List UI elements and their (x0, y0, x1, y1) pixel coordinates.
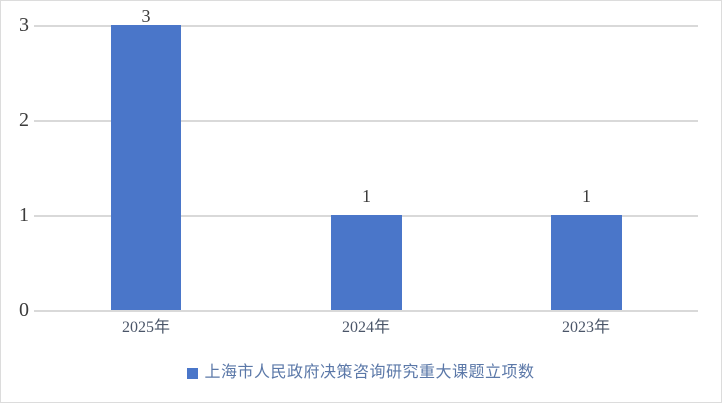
bar-value-2023: 1 (582, 186, 591, 206)
x-axis-label-2023: 2023年 (561, 319, 610, 336)
x-axis-label-2025: 2025年 (121, 319, 170, 336)
y-axis-label-3: 3 (19, 14, 29, 36)
gridline-0 (34, 310, 698, 312)
gridline-3 (34, 25, 698, 27)
bar-value-2025: 3 (141, 6, 151, 26)
bar-2024[interactable] (331, 215, 402, 310)
y-axis-label-2: 2 (19, 109, 29, 131)
bar-2025[interactable] (111, 25, 181, 310)
chart-legend: 上海市人民政府决策咨询研究重大课题立项数 (1, 363, 721, 383)
gridline-2 (34, 120, 698, 122)
x-axis-label-2024: 2024年 (341, 319, 390, 336)
plot-area (34, 25, 698, 312)
bar-value-2024: 1 (362, 186, 371, 206)
y-axis-label-1: 1 (19, 204, 29, 226)
y-axis-label-0: 0 (19, 299, 29, 321)
legend-swatch-icon (187, 367, 199, 379)
legend-item-label[interactable]: 上海市人民政府决策咨询研究重大课题立项数 (204, 364, 535, 381)
bar-2023[interactable] (551, 215, 622, 310)
